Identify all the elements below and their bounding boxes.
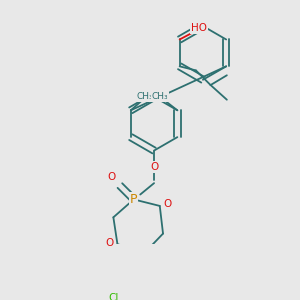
Text: O: O [150,162,158,172]
Text: P: P [130,193,137,206]
Text: HO: HO [191,23,207,33]
Text: O: O [108,172,116,182]
Text: CH₃: CH₃ [152,92,169,101]
Text: Cl: Cl [108,293,118,300]
Text: CH₃: CH₃ [136,92,153,101]
Text: O: O [105,238,113,248]
Text: O: O [164,199,172,209]
